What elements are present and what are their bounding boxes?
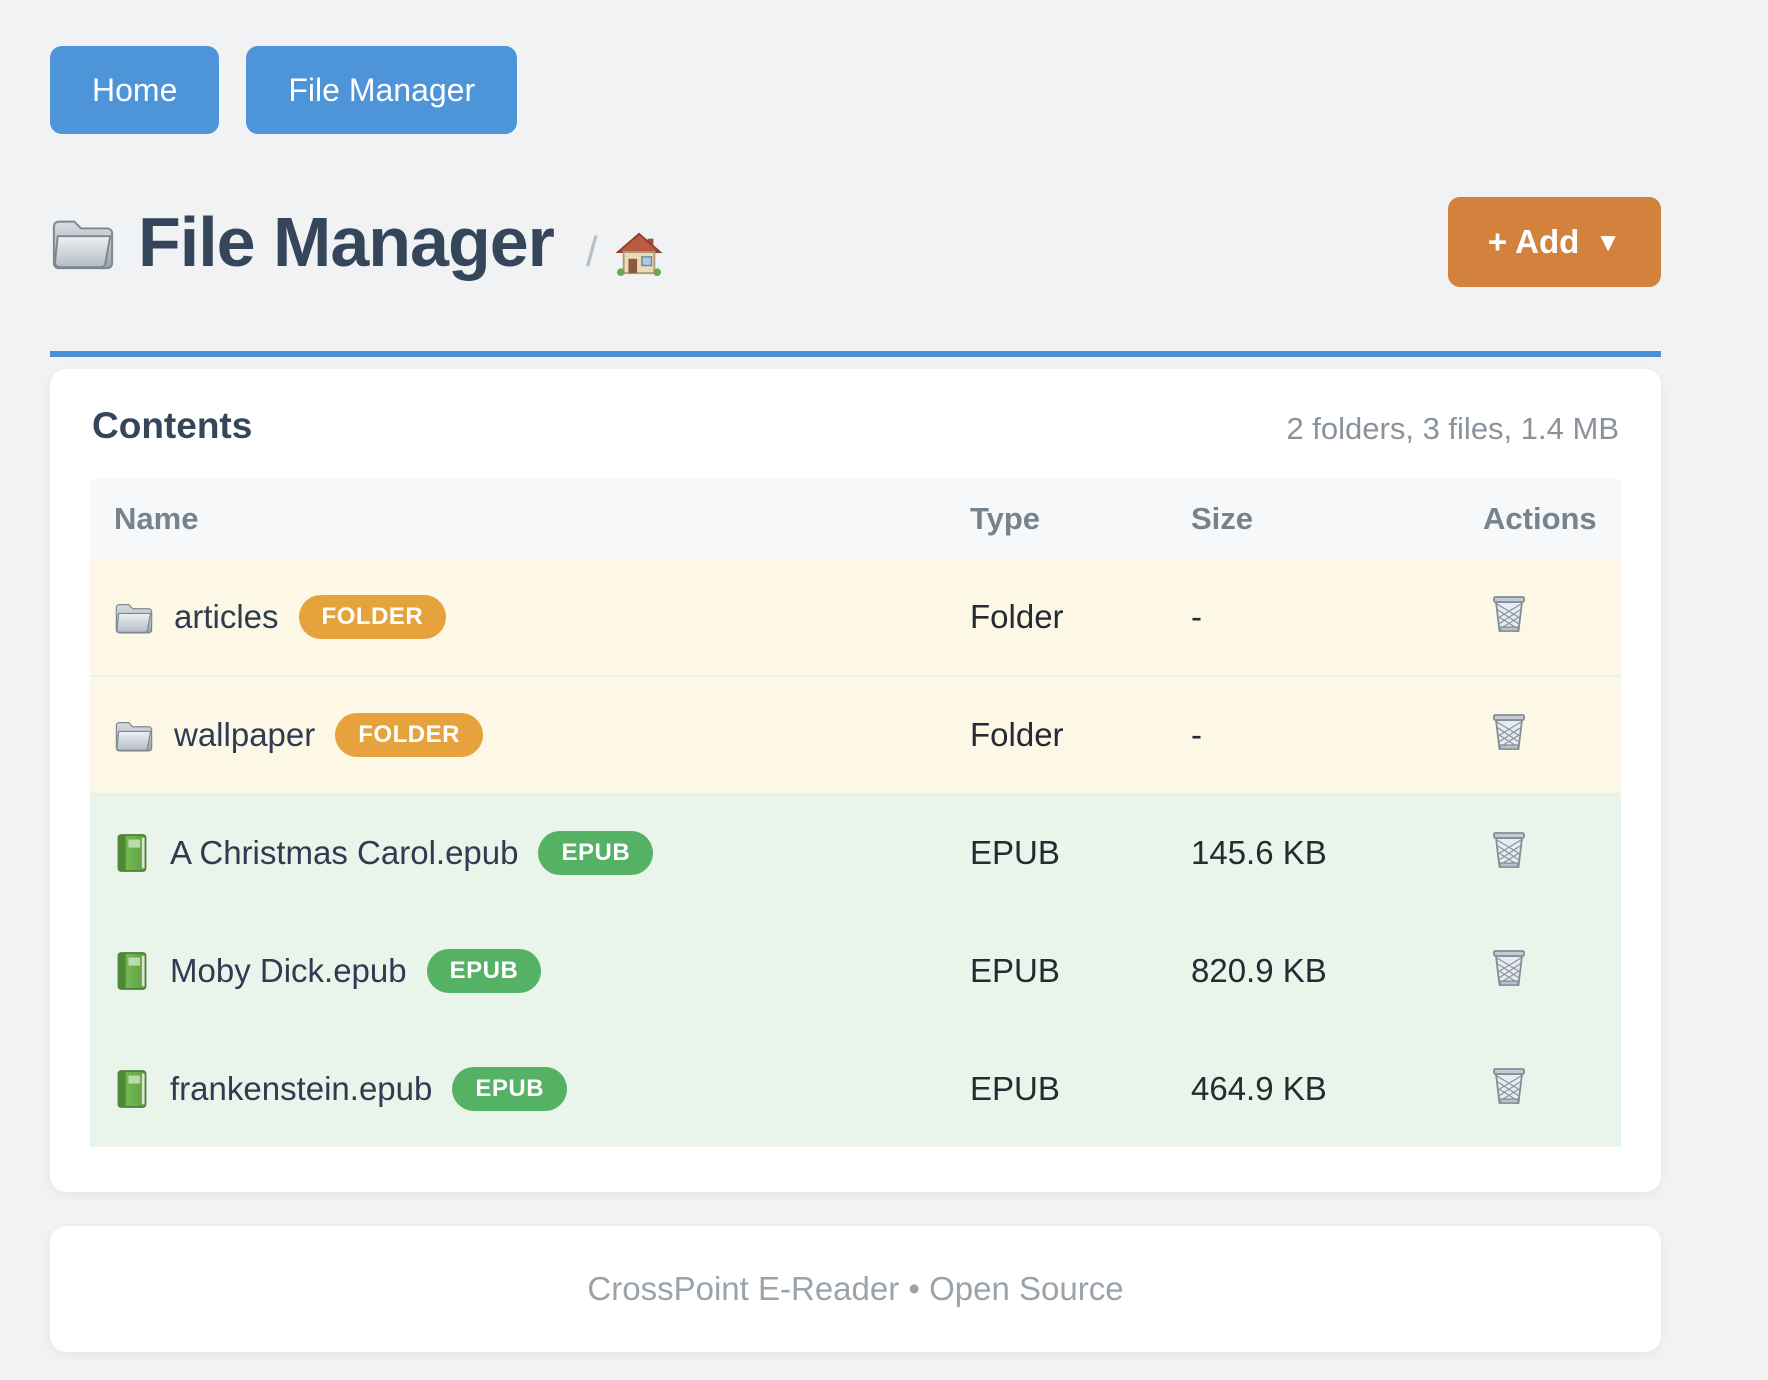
file-manager-nav-button[interactable]: File Manager — [246, 46, 518, 134]
breadcrumb-separator: / — [585, 227, 598, 275]
page-header: File Manager / + Add ▼ — [50, 196, 1661, 288]
trash-icon — [1493, 714, 1525, 750]
page-title: File Manager — [138, 203, 555, 281]
footer-text: CrossPoint E-Reader • Open Source — [587, 1270, 1124, 1307]
page: Home File Manager File Manager / + Add ▼… — [50, 0, 1661, 1352]
add-button-label: + Add — [1487, 223, 1580, 260]
file-table: Name Type Size Actions articles FOLDER — [90, 479, 1621, 1147]
size-cell: - — [1191, 716, 1202, 753]
item-name-link[interactable]: frankenstein.epub — [170, 1070, 433, 1107]
trash-icon — [1493, 596, 1525, 632]
item-name-link[interactable]: A Christmas Carol.epub — [170, 834, 519, 871]
type-cell: EPUB — [970, 834, 1060, 871]
top-nav: Home File Manager — [50, 46, 1661, 134]
item-name-link[interactable]: Moby Dick.epub — [170, 952, 407, 989]
folder-icon — [114, 599, 154, 635]
delete-button[interactable] — [1491, 593, 1527, 633]
home-icon[interactable] — [615, 231, 664, 277]
folder-badge: FOLDER — [335, 713, 483, 757]
add-button[interactable]: + Add ▼ — [1447, 197, 1661, 287]
delete-button[interactable] — [1491, 947, 1527, 987]
table-row: A Christmas Carol.epub EPUB EPUB 145.6 K… — [90, 794, 1621, 912]
size-cell: 464.9 KB — [1191, 1070, 1327, 1107]
type-cell: Folder — [970, 716, 1064, 753]
item-name-link[interactable]: wallpaper — [174, 716, 316, 753]
trash-icon — [1493, 1068, 1525, 1104]
folder-badge: FOLDER — [298, 595, 447, 639]
trash-icon — [1493, 832, 1525, 868]
delete-button[interactable] — [1491, 1065, 1527, 1105]
epub-badge: EPUB — [426, 949, 542, 993]
folder-icon — [114, 717, 154, 753]
folder-icon — [50, 212, 116, 272]
table-row: frankenstein.epub EPUB EPUB 464.9 KB — [90, 1030, 1621, 1147]
column-header-type: Type — [946, 479, 1167, 559]
column-header-actions: Actions — [1467, 479, 1621, 559]
column-header-name: Name — [90, 479, 946, 559]
book-icon — [114, 951, 150, 991]
table-header-row: Name Type Size Actions — [90, 479, 1621, 559]
book-icon — [114, 833, 150, 873]
chevron-down-icon: ▼ — [1595, 226, 1621, 257]
trash-icon — [1493, 950, 1525, 986]
contents-card: Contents 2 folders, 3 files, 1.4 MB Name… — [50, 369, 1661, 1192]
delete-button[interactable] — [1491, 711, 1527, 751]
contents-card-header: Contents 2 folders, 3 files, 1.4 MB — [90, 405, 1621, 447]
title-wrap: File Manager / — [50, 207, 664, 277]
home-nav-button[interactable]: Home — [50, 46, 220, 134]
type-cell: EPUB — [970, 952, 1060, 989]
table-row: articles FOLDER Folder - — [90, 559, 1621, 676]
delete-button[interactable] — [1491, 829, 1527, 869]
item-name-link[interactable]: articles — [174, 598, 279, 635]
type-cell: EPUB — [970, 1070, 1060, 1107]
type-cell: Folder — [970, 598, 1064, 635]
column-header-size: Size — [1167, 479, 1467, 559]
table-row: Moby Dick.epub EPUB EPUB 820.9 KB — [90, 912, 1621, 1030]
epub-badge: EPUB — [452, 1067, 568, 1111]
size-cell: - — [1191, 598, 1202, 635]
book-icon — [114, 1069, 150, 1109]
accent-divider — [50, 351, 1661, 357]
size-cell: 145.6 KB — [1191, 834, 1327, 871]
footer-card: CrossPoint E-Reader • Open Source — [50, 1226, 1661, 1352]
table-row: wallpaper FOLDER Folder - — [90, 676, 1621, 794]
epub-badge: EPUB — [538, 831, 654, 875]
contents-summary: 2 folders, 3 files, 1.4 MB — [1286, 411, 1619, 446]
size-cell: 820.9 KB — [1191, 952, 1327, 989]
contents-title: Contents — [92, 405, 253, 446]
